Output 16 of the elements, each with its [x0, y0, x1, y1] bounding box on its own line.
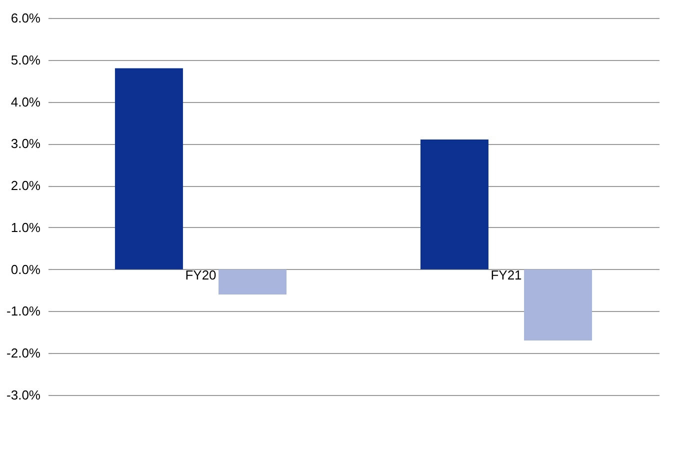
y-tick-label: 4.0%: [10, 94, 41, 110]
bar: [420, 139, 488, 270]
y-tick-label: 5.0%: [10, 52, 41, 68]
y-tick-label: 0.0%: [10, 262, 41, 277]
bar: [524, 269, 592, 341]
y-tick-label: 1.0%: [10, 220, 41, 235]
y-tick-label: 3.0%: [10, 136, 41, 152]
bar: [218, 269, 287, 294]
y-tick-label: -1.0%: [6, 304, 41, 319]
y-tick-label: 2.0%: [10, 178, 41, 194]
bar: [114, 68, 183, 270]
y-tick-label: -3.0%: [6, 388, 41, 402]
y-tick-label: -2.0%: [6, 346, 41, 361]
x-tick-label: FY20: [185, 268, 216, 282]
y-tick-label: 6.0%: [10, 10, 41, 26]
x-tick-label: FY21: [490, 268, 522, 282]
